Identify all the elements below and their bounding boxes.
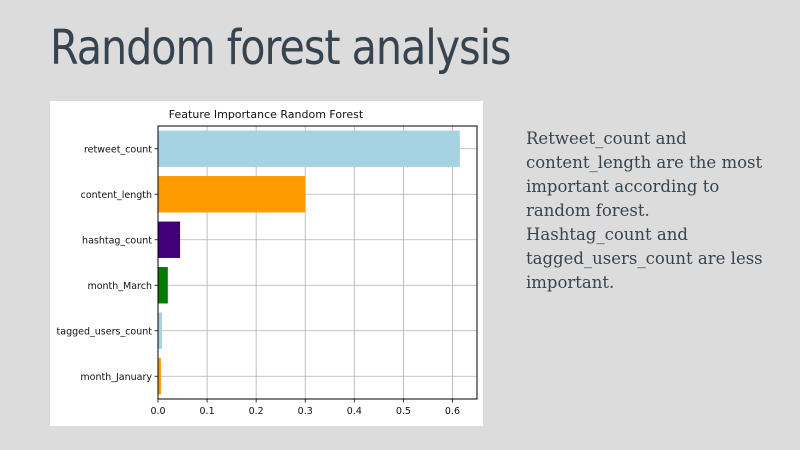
slide-body-text: Retweet_count and content_length are the… <box>526 127 781 295</box>
bar-hashtag-count <box>158 221 181 258</box>
x-tick-label: 0.3 <box>298 406 313 417</box>
bar-month-March <box>158 267 168 304</box>
x-tick-label: 0.4 <box>347 406 362 417</box>
bar-content-length <box>158 176 306 213</box>
body-line: Hashtag_count and <box>526 225 688 244</box>
y-tick-label: retweet_count <box>84 144 152 155</box>
bar-retweet-count <box>158 130 460 167</box>
chart-panel: Feature Importance Random Forest retweet… <box>50 101 483 426</box>
x-tick-label: 0.6 <box>445 406 460 417</box>
x-tick-label: 0.0 <box>150 406 165 417</box>
y-tick-label: content_length <box>81 190 152 201</box>
bar-group <box>158 130 460 395</box>
body-line: Retweet_count and <box>526 129 687 148</box>
chart-title: Feature Importance Random Forest <box>169 108 364 121</box>
y-tick-label: tagged_users_count <box>57 326 153 337</box>
body-line: important according to <box>526 177 720 196</box>
body-line: tagged_users_count are less <box>526 249 763 268</box>
axis-ticks: retweet_count content_length hashtag_count… <box>57 144 460 417</box>
body-line: important. <box>526 273 615 292</box>
plot-frame <box>157 125 478 400</box>
x-tick-label: 0.2 <box>249 406 264 417</box>
body-line: content_length are the most <box>526 153 763 172</box>
feature-importance-chart: Feature Importance Random Forest retweet… <box>57 108 478 417</box>
grid-lines <box>157 126 477 399</box>
y-tick-label: hashtag_count <box>82 235 152 246</box>
bar-month-January <box>158 358 161 395</box>
y-tick-label: month_March <box>87 281 152 292</box>
y-tick-label: month_January <box>80 372 152 383</box>
x-tick-label: 0.5 <box>396 406 411 417</box>
bar-tagged-users-count <box>158 312 162 349</box>
x-tick-label: 0.1 <box>200 406 215 417</box>
slide-title: Random forest analysis <box>50 20 512 76</box>
body-line: random forest. <box>526 201 650 220</box>
